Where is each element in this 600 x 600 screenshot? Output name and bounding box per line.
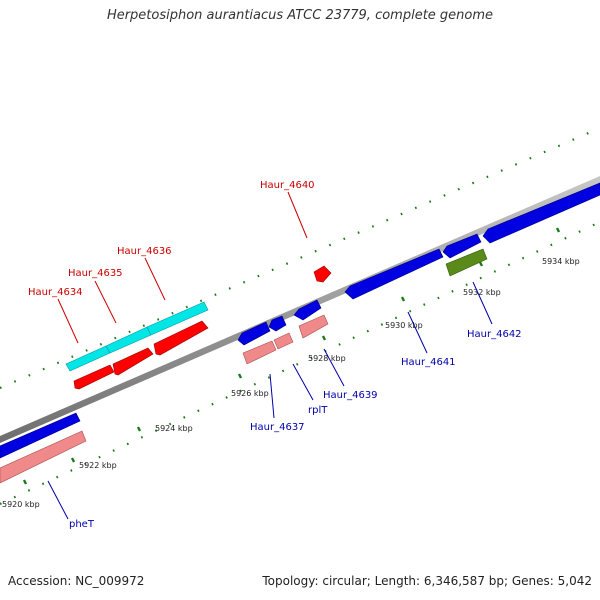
gene-rplt[interactable] bbox=[268, 315, 287, 332]
cds-haur-4637[interactable] bbox=[242, 340, 277, 365]
tick-labels: 5920 kbp 5922 kbp 5924 kbp 5926 kbp 5928… bbox=[2, 257, 580, 509]
gene-haur-4635[interactable] bbox=[112, 347, 154, 376]
leader-rplt bbox=[292, 363, 314, 401]
gene-haur-4637[interactable] bbox=[237, 321, 271, 346]
tick-label-5920: 5920 kbp bbox=[2, 500, 40, 509]
label-leaders bbox=[47, 191, 493, 520]
label-haur-4635: Haur_4635 bbox=[68, 268, 123, 279]
gene-labels-top: Haur_4634 Haur_4635 Haur_4636 Haur_4640 bbox=[28, 180, 315, 298]
tick-label-5934: 5934 kbp bbox=[542, 257, 580, 266]
cds-phet[interactable] bbox=[0, 430, 87, 484]
gene-haur-4642[interactable] bbox=[482, 182, 600, 244]
major-ticks bbox=[22, 227, 561, 485]
outer-tick-track bbox=[0, 126, 600, 390]
gene-haur-4641b[interactable] bbox=[442, 233, 482, 259]
leader-haur-4641 bbox=[407, 311, 428, 354]
tick-label-5926: 5926 kbp bbox=[231, 389, 269, 398]
gene-haur-4640[interactable] bbox=[313, 265, 332, 283]
gene-phet[interactable] bbox=[0, 412, 81, 459]
label-haur-4639: Haur_4639 bbox=[323, 390, 378, 401]
label-phet: pheT bbox=[69, 519, 95, 530]
leader-phet bbox=[47, 480, 69, 520]
tick-label-5922: 5922 kbp bbox=[79, 461, 117, 470]
feature-haur-4642[interactable] bbox=[445, 248, 488, 277]
genome-summary-text: Topology: circular; Length: 6,346,587 bp… bbox=[262, 574, 592, 588]
cds-haur-4636[interactable] bbox=[146, 301, 209, 336]
label-haur-4634: Haur_4634 bbox=[28, 287, 83, 298]
tick-label-5932: 5932 kbp bbox=[463, 288, 501, 297]
label-haur-4636: Haur_4636 bbox=[117, 246, 172, 257]
gene-haur-4634[interactable] bbox=[73, 364, 115, 390]
gene-haur-4641[interactable] bbox=[344, 248, 444, 300]
tick-label-5924: 5924 kbp bbox=[155, 424, 193, 433]
label-haur-4641: Haur_4641 bbox=[401, 357, 456, 368]
cds-haur-4639[interactable] bbox=[298, 314, 329, 339]
gene-haur-4639[interactable] bbox=[293, 299, 322, 321]
label-haur-4637: Haur_4637 bbox=[250, 422, 305, 433]
reverse-cds-track bbox=[0, 248, 488, 484]
tick-label-5930: 5930 kbp bbox=[385, 321, 423, 330]
accession-text: Accession: NC_009972 bbox=[8, 574, 145, 588]
leader-haur-4635 bbox=[94, 280, 117, 324]
forward-gene-track bbox=[73, 265, 332, 390]
cds-rplt[interactable] bbox=[273, 332, 294, 350]
leader-haur-4634 bbox=[57, 298, 79, 344]
leader-haur-4636 bbox=[144, 257, 166, 301]
leader-haur-4637 bbox=[269, 373, 275, 419]
cds-haur-4635[interactable] bbox=[105, 326, 152, 354]
tick-label-5928: 5928 kbp bbox=[308, 354, 346, 363]
label-rplt: rplT bbox=[308, 405, 328, 416]
leader-haur-4640 bbox=[287, 191, 308, 239]
leader-haur-4642 bbox=[472, 281, 493, 325]
cds-haur-4634[interactable] bbox=[65, 345, 111, 372]
forward-cds-track bbox=[65, 301, 209, 372]
label-haur-4642: Haur_4642 bbox=[467, 329, 522, 340]
map-title: Herpetosiphon aurantiacus ATCC 23779, co… bbox=[106, 8, 494, 23]
inner-tick-track bbox=[0, 221, 600, 505]
reverse-gene-track bbox=[0, 182, 600, 459]
gene-haur-4636[interactable] bbox=[153, 320, 209, 356]
leader-haur-4639 bbox=[323, 348, 345, 387]
label-haur-4640: Haur_4640 bbox=[260, 180, 315, 191]
gene-labels-bottom: pheT Haur_4637 rplT Haur_4639 Haur_4641 … bbox=[69, 329, 522, 530]
